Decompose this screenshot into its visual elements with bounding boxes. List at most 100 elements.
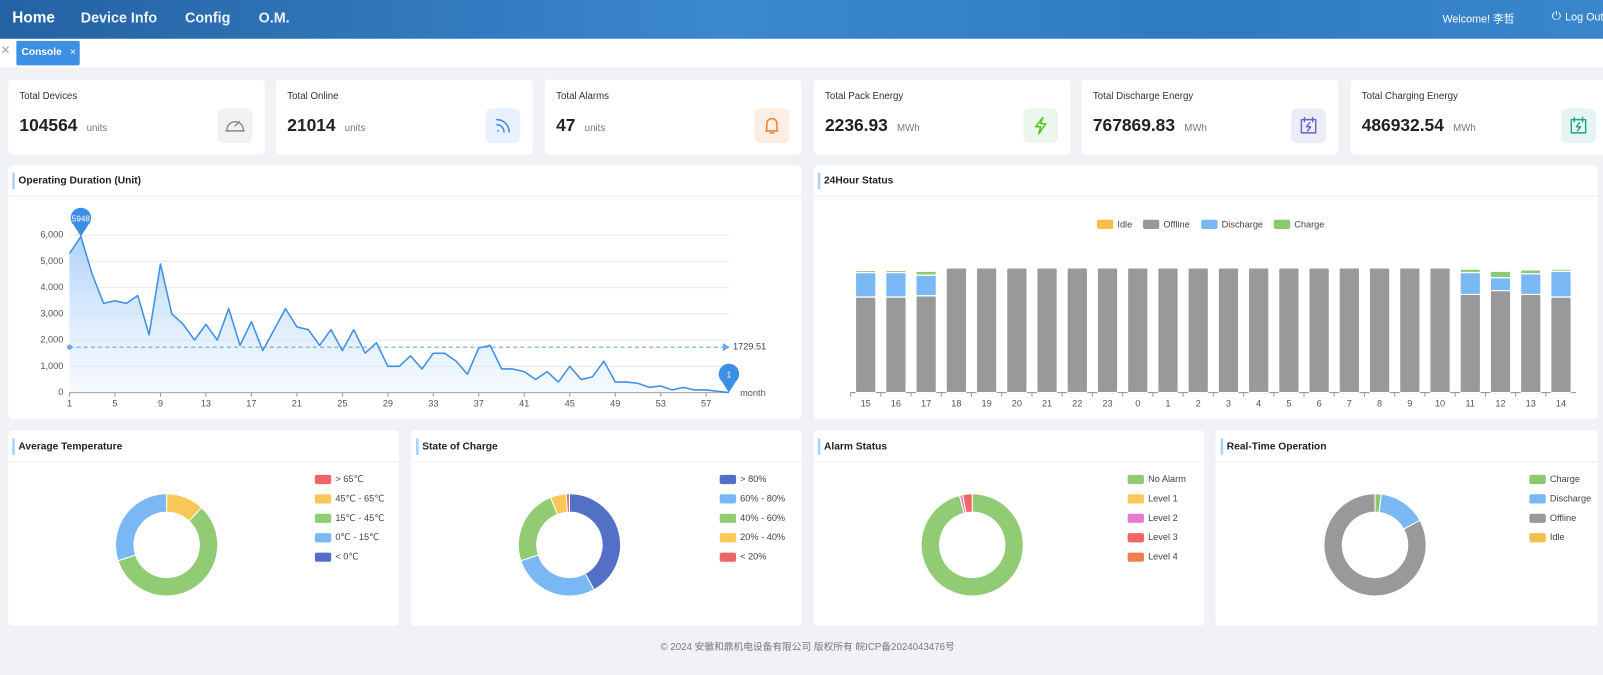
pin — [718, 363, 740, 393]
bar-segment — [854, 271, 877, 298]
legend-label: Discharge — [1550, 493, 1591, 503]
legend-swatch — [719, 533, 737, 543]
bar-segment — [1126, 267, 1149, 394]
x-tick-label: 7 — [1347, 398, 1352, 408]
x-tick-label: 23 — [1102, 398, 1112, 408]
stat-card: Total Online 21014 units — [276, 79, 533, 155]
panel-title: Operating Duration (Unit) — [18, 176, 141, 187]
pie-slice — [117, 506, 219, 597]
bar-segment — [885, 269, 907, 274]
x-tick-label: 17 — [921, 398, 931, 408]
card-value: 47 units — [556, 116, 605, 136]
pie-slice — [568, 493, 622, 591]
legend-swatch — [719, 494, 737, 504]
legend-swatch — [314, 474, 332, 485]
value: 21014 — [287, 115, 336, 135]
nav-item[interactable]: Device Info — [80, 9, 158, 26]
card-label: Total Pack Energy — [825, 90, 904, 103]
legend-label: 20% - 40% — [740, 532, 785, 542]
legend-label: Level 2 — [1148, 513, 1178, 523]
bar-segment — [854, 296, 877, 394]
value: 104564 — [19, 115, 78, 135]
icon — [1034, 116, 1047, 135]
card-value: 486932.54 MWh — [1362, 116, 1476, 136]
bar-segment — [1096, 267, 1119, 394]
legend-swatch — [1529, 494, 1546, 504]
stat-card: Total Charging Energy 486932.54 MWh — [1350, 79, 1603, 155]
x-tick-label: 20 — [1012, 398, 1022, 408]
y-tick-label: 4,000 — [40, 282, 63, 292]
close-all-icon[interactable]: × — [1, 41, 10, 60]
icon — [225, 120, 246, 132]
area — [69, 236, 729, 393]
legend-label: Discharge — [1222, 219, 1263, 229]
legend-swatch — [314, 494, 332, 504]
legend-swatch — [1096, 219, 1114, 229]
y-tick-label: 5,000 — [40, 256, 63, 266]
tab-close[interactable]: × — [69, 47, 76, 59]
x-tick-label: 22 — [1072, 398, 1082, 408]
card-icon — [485, 108, 521, 144]
legend-swatch — [1127, 494, 1144, 504]
unit: MWh — [1453, 122, 1476, 134]
bar-segment — [1459, 293, 1482, 394]
header: Home Device Info Config O.M. Welcome! 李哲 ⏻ Log… — [0, 0, 1603, 39]
legend-swatch — [1127, 474, 1144, 485]
average-arrow — [722, 343, 730, 352]
logout-icon[interactable]: ⏻ — [1551, 10, 1561, 23]
pie-slice — [115, 493, 168, 562]
y-tick-label: 1,000 — [40, 361, 63, 371]
legend-label: 15℃ - 45℃ — [335, 513, 384, 523]
legend-swatch — [314, 552, 332, 562]
bar-segment — [1187, 267, 1210, 394]
x-tick-label: 14 — [1556, 398, 1566, 408]
icon — [1570, 116, 1587, 134]
welcome: Welcome! 李哲 — [1442, 13, 1515, 26]
stat-card: Total Pack Energy 2236.93 MWh — [813, 79, 1071, 155]
logout[interactable]: Log Out — [1565, 11, 1603, 24]
panel-title: 24Hour Status — [824, 176, 894, 187]
y-tick-label: 3,000 — [40, 308, 63, 318]
panel-title: Average Temperature — [18, 441, 122, 452]
legend-swatch — [1529, 513, 1546, 523]
legend-swatch — [1529, 533, 1546, 543]
legend-label: 60% - 80% — [740, 493, 785, 503]
icon — [765, 117, 779, 134]
icon — [496, 118, 510, 133]
tab-bar: × Console × — [0, 38, 1603, 68]
legend-label: 40% - 60% — [740, 513, 785, 523]
legend-label: Level 3 — [1148, 532, 1178, 542]
card-label: Total Charging Energy — [1361, 90, 1458, 103]
bar-segment — [885, 271, 907, 298]
legend-label: Offline — [1550, 513, 1576, 523]
bar-segment — [1489, 270, 1512, 279]
y-tick-label: 0 — [58, 387, 63, 397]
nav-item[interactable]: Config — [185, 9, 231, 26]
card-value: 104564 units — [19, 116, 107, 136]
pie-slice — [1323, 493, 1427, 597]
y-tick-label: 6,000 — [40, 230, 63, 240]
nav-item[interactable]: O.M. — [258, 9, 290, 26]
icon-shape — [225, 120, 246, 132]
x-tick-label: 45 — [565, 398, 575, 408]
pie-slice — [520, 554, 595, 597]
bar-segment — [1429, 267, 1451, 394]
tab[interactable]: Console × — [16, 40, 80, 66]
bar-segment — [915, 270, 937, 276]
pie-slice — [517, 496, 559, 562]
unit: units — [86, 122, 108, 134]
footer: © 2024 安徽和鼎机电设备有限公司 版权所有 皖ICP备2024043476… — [660, 642, 955, 654]
x-axis-label: month — [740, 388, 766, 398]
x-tick-label: 1 — [1165, 398, 1170, 408]
x-tick-label: 18 — [951, 398, 961, 408]
bar-segment — [1338, 267, 1361, 394]
title-bar — [1220, 438, 1224, 455]
x-tick-label: 21 — [1042, 398, 1052, 408]
nav-item[interactable]: Home — [12, 9, 55, 27]
legend-swatch — [1273, 219, 1291, 229]
legend-swatch — [719, 513, 737, 523]
bar-segment — [1489, 277, 1512, 292]
card-value: 767869.83 MWh — [1093, 116, 1207, 136]
